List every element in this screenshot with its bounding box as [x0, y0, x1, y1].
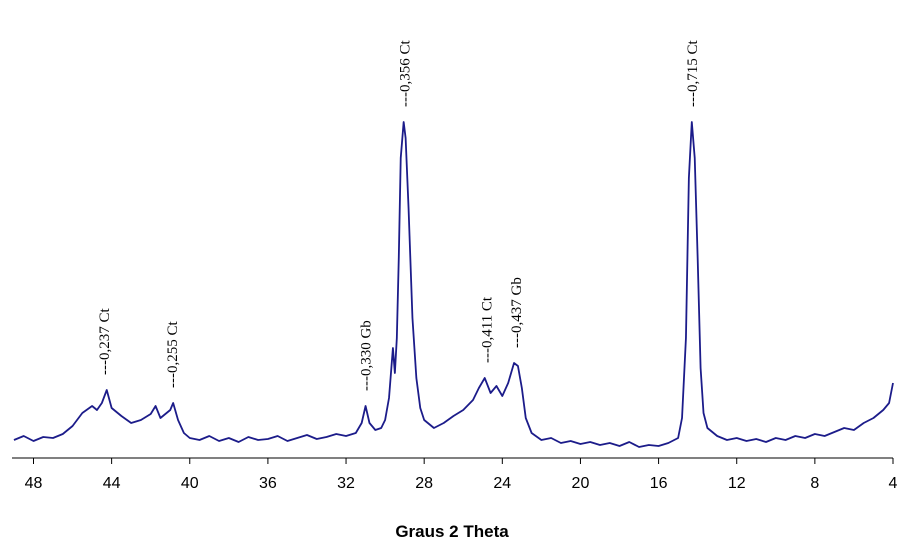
x-tick-label: 24 [493, 475, 511, 492]
x-tick-label: 16 [650, 475, 668, 492]
x-tick-label: 32 [337, 475, 355, 492]
x-tick-label: 20 [572, 475, 590, 492]
peak-annotation: ---0,255 Ct [165, 321, 181, 388]
x-axis-title: Graus 2 Theta [395, 522, 509, 541]
peak-annotation: ---0,237 Ct [97, 308, 113, 375]
x-tick-label: 8 [810, 475, 819, 492]
data-line [13, 121, 894, 448]
peak-annotation: ---0,411 Ct [480, 296, 496, 363]
x-tick-label: 4 [889, 475, 898, 492]
peak-annotation: ---0,715 Ct [685, 40, 701, 107]
peak-annotation: ---0,330 Gb [359, 320, 375, 391]
peak-annotation: ---0,356 Ct [398, 40, 414, 107]
peak-annotation: ---0,437 Gb [509, 277, 525, 348]
x-tick-label: 12 [728, 475, 746, 492]
x-tick-label: 48 [25, 475, 43, 492]
x-tick-label: 28 [415, 475, 433, 492]
x-tick-label: 44 [103, 475, 121, 492]
x-tick-label: 36 [259, 475, 277, 492]
x-tick-label: 40 [181, 475, 199, 492]
